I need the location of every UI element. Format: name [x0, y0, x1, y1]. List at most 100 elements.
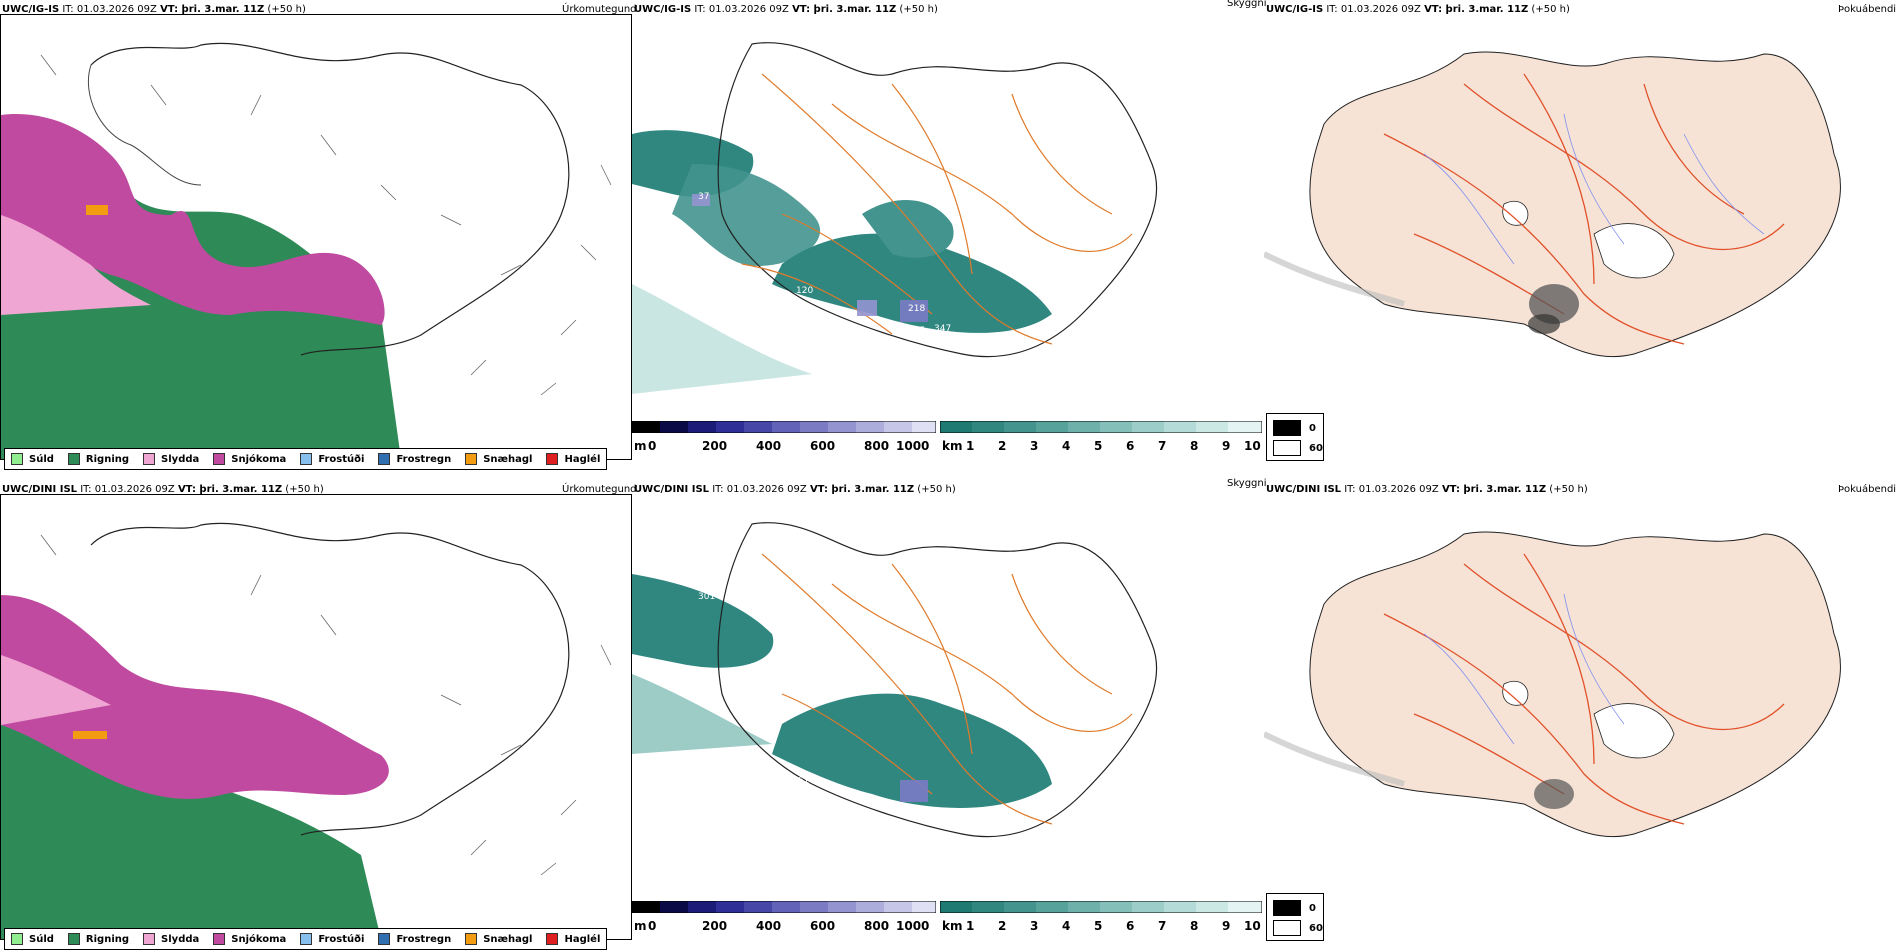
legend-swatch	[143, 933, 156, 945]
legend-swatch	[67, 933, 80, 945]
elevation-tick: 400	[756, 439, 782, 453]
visibility-tick: 10	[1244, 919, 1261, 933]
cloud-legend-row: 0	[1273, 420, 1316, 436]
peak-label: 347	[934, 324, 952, 334]
visibility-map	[632, 42, 1158, 394]
elevation-tick: 1000	[896, 439, 930, 453]
visibility-tick: 2	[998, 919, 1007, 933]
legend-swatch	[213, 933, 226, 945]
peak-label: 218	[908, 304, 926, 314]
panel-title-precip: Úrkomutegund	[562, 4, 637, 15]
legend-item: Snæhagl	[465, 933, 532, 945]
elevation-tick: 600	[810, 919, 836, 933]
legend-item: Rigning	[67, 453, 129, 465]
legend-item: Snjókoma	[213, 933, 286, 945]
visibility-map	[632, 522, 1158, 838]
elevation-unit: m	[634, 919, 647, 933]
legend-item: Haglél	[546, 933, 600, 945]
visibility-tick: 6	[1126, 439, 1135, 453]
cloud-legend-swatch	[1273, 900, 1301, 916]
legend-swatch	[378, 453, 391, 465]
visibility-tick: 8	[1190, 439, 1199, 453]
legend-item: Snjókoma	[213, 453, 286, 465]
visibility-tick: 8	[1190, 919, 1199, 933]
panel-title-precip: Úrkomutegund	[562, 484, 637, 495]
visibility-tick: 10	[1244, 439, 1261, 453]
cloud-panel-row1: UWC/IG-IS IT: 01.03.2026 09Z VT: þri. 3.…	[1264, 0, 1896, 468]
panel-header: UWC/DINI ISL IT: 01.03.2026 09Z VT: þri.…	[634, 484, 956, 495]
legend-item: Frostregn	[378, 453, 451, 465]
elevation-colorbar: m 0 200 400 600 800 1000	[632, 421, 936, 455]
panel-title-visibility: Skyggni	[1227, 0, 1267, 9]
elevation-tick: 400	[756, 919, 782, 933]
panel-header: UWC/IG-IS IT: 01.03.2026 09Z VT: þri. 3.…	[2, 4, 306, 15]
legend-swatch	[11, 933, 23, 945]
visibility-tick: 9	[1222, 919, 1231, 933]
panel-header: UWC/DINI ISL IT: 01.03.2026 09Z VT: þri.…	[1266, 484, 1588, 495]
cloud-legend-swatch	[1273, 420, 1301, 436]
legend-swatch	[465, 453, 478, 465]
legend-swatch	[300, 453, 313, 465]
visibility-tick: 7	[1158, 919, 1167, 933]
precip-map	[0, 494, 632, 940]
visibility-tick: 3	[1030, 439, 1039, 453]
visibility-tick: 2	[998, 439, 1007, 453]
legend-swatch	[143, 453, 156, 465]
visibility-panel-row1: UWC/IG-IS IT: 01.03.2026 09Z VT: þri. 3.…	[632, 0, 1267, 468]
cloud-map	[1264, 531, 1841, 838]
visibility-tick: 3	[1030, 919, 1039, 933]
peak-label: 354	[936, 816, 954, 826]
visibility-colorbar-strip	[940, 421, 1262, 433]
elevation-colorbar-strip	[632, 901, 936, 913]
cloud-legend-swatch	[1273, 440, 1301, 456]
legend-item: Haglél	[546, 453, 600, 465]
elevation-tick: 800	[864, 439, 890, 453]
peak-label: 652	[750, 282, 768, 292]
visibility-unit: km	[942, 919, 963, 933]
elevation-tick: 800	[864, 919, 890, 933]
peak-label: 37	[698, 192, 710, 202]
legend-item: Slydda	[143, 933, 199, 945]
elevation-tick: 1000	[896, 919, 930, 933]
panel-header: UWC/IG-IS IT: 01.03.2026 09Z VT: þri. 3.…	[1266, 4, 1570, 15]
legend-item: Súld	[11, 453, 54, 465]
elevation-tick: 200	[702, 439, 728, 453]
cloud-panel-row2: UWC/DINI ISL IT: 01.03.2026 09Z VT: þri.…	[1264, 480, 1896, 948]
visibility-tick: 4	[1062, 919, 1071, 933]
panel-title-cloud: Þokuábendi	[1838, 484, 1897, 495]
precip-panel-row1: UWC/IG-IS IT: 01.03.2026 09Z VT: þri. 3.…	[0, 0, 637, 470]
elevation-tick: 200	[702, 919, 728, 933]
legend-swatch	[213, 453, 226, 465]
peak-label: 105	[908, 326, 926, 336]
legend-item: Rigning	[67, 933, 129, 945]
visibility-tick: 1	[966, 439, 975, 453]
peak-label: 114	[912, 810, 930, 820]
elevation-colorbar: m 0 200 400 600 800 1000	[632, 901, 936, 935]
visibility-tick: 6	[1126, 919, 1135, 933]
legend-item: Slydda	[143, 453, 199, 465]
cloud-map	[1264, 51, 1841, 358]
legend-item: Snæhagl	[465, 453, 532, 465]
legend-swatch	[300, 933, 313, 945]
elevation-tick: 0	[648, 439, 657, 453]
visibility-panel-row2: UWC/DINI ISL IT: 01.03.2026 09Z VT: þri.…	[632, 478, 1267, 948]
legend-swatch	[11, 453, 23, 465]
visibility-tick: 9	[1222, 439, 1231, 453]
peak-label: 120	[796, 286, 814, 296]
peak-label: 201	[770, 292, 788, 302]
visibility-unit: km	[942, 439, 963, 453]
visibility-tick: 4	[1062, 439, 1071, 453]
legend-item: Frostregn	[378, 933, 451, 945]
panel-title-visibility: Skyggni	[1227, 478, 1267, 489]
visibility-colorbar-strip	[940, 901, 1262, 913]
cloud-legend-row: 60	[1273, 920, 1323, 936]
precip-type-legend: Súld Rigning Slydda Snjókoma Frostúði Fr…	[4, 928, 608, 950]
visibility-colorbar: km 1 2 3 4 5 6 7 8 9 10	[940, 421, 1262, 455]
visibility-tick: 1	[966, 919, 975, 933]
legend-swatch	[378, 933, 391, 945]
precip-type-legend: Súld Rigning Slydda Snjókoma Frostúði Fr…	[4, 448, 608, 470]
cloud-legend-row: 0	[1273, 900, 1316, 916]
cloud-legend-row2: 0 60	[1266, 893, 1324, 941]
legend-swatch	[67, 453, 80, 465]
peak-label: 327	[750, 764, 768, 774]
